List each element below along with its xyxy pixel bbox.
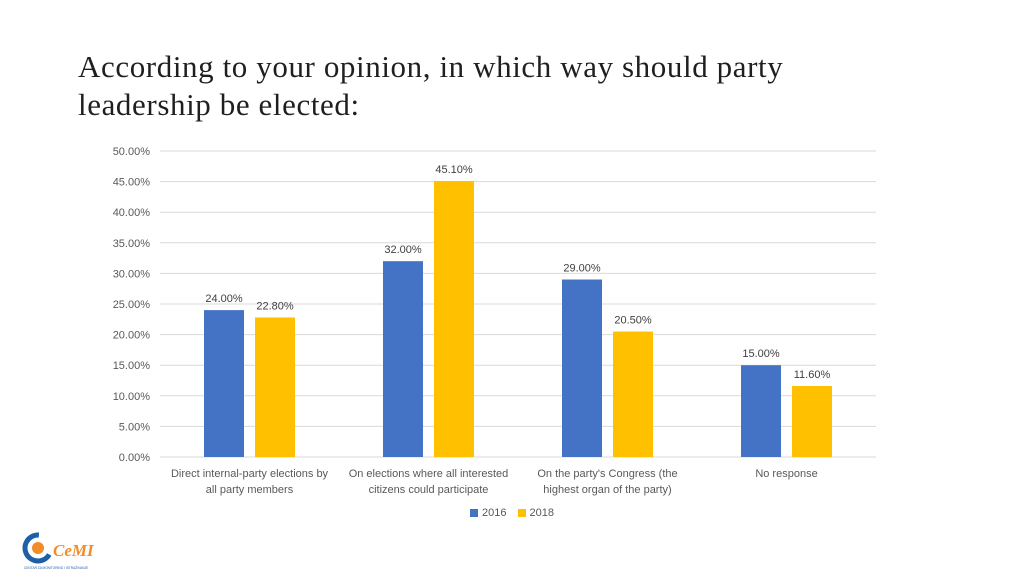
category-label: Direct internal-party elections by <box>171 468 329 480</box>
category-label: highest organ of the party) <box>543 484 671 496</box>
category-label: citizens could participate <box>369 484 489 496</box>
y-tick-label: 45.00% <box>113 177 151 189</box>
y-tick-label: 50.00% <box>113 146 151 158</box>
category-label: On elections where all interested <box>349 468 509 480</box>
y-tick-label: 40.00% <box>113 207 151 219</box>
data-label-2018: 11.60% <box>794 369 831 381</box>
category-label: all party members <box>206 484 294 496</box>
data-label-2016: 15.00% <box>742 348 780 360</box>
y-tick-label: 10.00% <box>113 391 151 403</box>
cemi-logo: CeMI CENTAR ZA MONITORING I ISTRAŽIVANJE <box>22 532 95 570</box>
logo-subtext: CENTAR ZA MONITORING I ISTRAŽIVANJE <box>24 565 88 570</box>
data-label-2018: 20.50% <box>614 315 652 327</box>
y-tick-label: 15.00% <box>113 360 151 372</box>
legend-swatch-2016 <box>469 509 478 517</box>
data-label-2018: 45.10% <box>435 164 473 176</box>
bar-2016 <box>383 261 423 457</box>
legend-label-2016: 2016 <box>481 507 507 519</box>
legend: 2016 2018 <box>0 507 1024 520</box>
data-label-2016: 29.00% <box>563 263 601 275</box>
data-label-2016: 32.00% <box>384 244 422 256</box>
logo-text: CeMI <box>53 541 95 560</box>
legend-item-2018: 2018 <box>517 507 555 519</box>
bar-2018 <box>613 331 653 457</box>
bar-2018 <box>255 317 295 457</box>
y-tick-label: 35.00% <box>113 238 151 250</box>
bar-2016 <box>562 279 602 457</box>
category-label: On the party's Congress (the <box>537 468 677 480</box>
y-tick-label: 25.00% <box>113 299 151 311</box>
y-tick-label: 5.00% <box>119 421 150 433</box>
data-label-2018: 22.80% <box>256 300 294 312</box>
y-tick-label: 20.00% <box>113 330 151 342</box>
y-tick-label: 0.00% <box>119 452 150 464</box>
bar-2016 <box>204 310 244 457</box>
bar-2018 <box>792 386 832 457</box>
chart-title: According to your opinion, in which way … <box>78 49 784 122</box>
legend-item-2016: 2016 <box>469 507 507 519</box>
bar-2018 <box>434 180 474 457</box>
data-label-2016: 24.00% <box>205 293 243 305</box>
legend-swatch-2018 <box>517 509 526 517</box>
legend-label-2018: 2018 <box>529 507 555 519</box>
y-tick-label: 30.00% <box>113 268 151 280</box>
bar-2016 <box>741 365 781 457</box>
category-label: No response <box>755 468 817 480</box>
